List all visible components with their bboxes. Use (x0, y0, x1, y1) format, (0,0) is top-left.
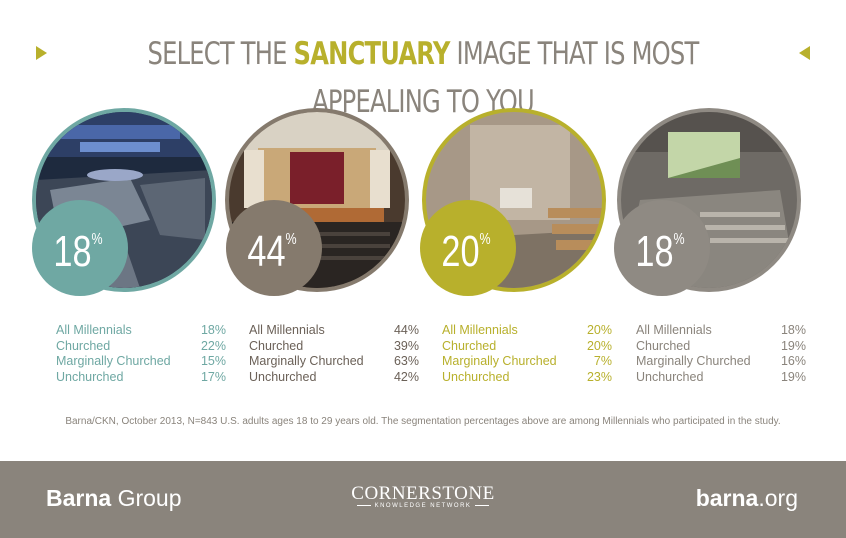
divider (356, 504, 371, 506)
stat-label: All Millennials (442, 323, 518, 337)
stats-column-3: All Millennials 20% Churched 20% Marginall… (442, 323, 612, 385)
divider (475, 504, 490, 506)
stat-value: 15% (200, 354, 226, 368)
stat-value: 20% (586, 338, 612, 353)
stats-column-2: All Millennials 44% Churched 39% Marginall… (249, 323, 419, 385)
stat-row: All Millennials 18% (636, 323, 806, 339)
barna-logo-bold: Barna (46, 485, 112, 511)
stat-label: All Millennials (56, 323, 132, 337)
stat-label: Marginally Churched (442, 354, 557, 368)
svg-text:44%: 44% (247, 227, 296, 276)
sanctuary-images: 18% 44% 20% 18% (32, 108, 801, 296)
stat-label: Unchurched (442, 369, 510, 384)
stat-value: 18% (780, 323, 806, 337)
title-highlight: SANCTUARY (293, 36, 451, 72)
stats-column-4: All Millennials 18% Churched 19% Marginall… (636, 323, 806, 385)
stat-label: All Millennials (249, 323, 325, 337)
barna-group-logo[interactable]: Barna Group (46, 485, 182, 512)
stat-row: Churched 19% (636, 339, 806, 355)
stat-label: Unchurched (249, 369, 317, 384)
cornerstone-name: CORNERSTONE (351, 483, 495, 504)
stat-row: Marginally Churched 16% (636, 354, 806, 370)
cornerstone-tagline: KNOWLEDGE NETWORK (0, 503, 846, 509)
headline-badge-1: 18% (32, 200, 128, 296)
barna-logo-rest: Group (111, 485, 182, 511)
stat-row: All Millennials 20% (442, 323, 612, 339)
cornerstone-sub: KNOWLEDGE NETWORK (374, 503, 472, 509)
headline-unit-4: % (674, 231, 685, 249)
stat-value: 18% (200, 323, 226, 337)
stat-row: All Millennials 18% (56, 323, 226, 339)
stat-value: 44% (393, 323, 419, 337)
stat-row: Marginally Churched 63% (249, 354, 419, 370)
stat-value: 20% (586, 323, 612, 337)
title-pre: SELECT THE (147, 36, 294, 72)
stat-value: 7% (593, 354, 612, 368)
title-arrow-right-icon (799, 46, 810, 60)
svg-text:18%: 18% (635, 227, 684, 276)
stat-label: Churched (249, 338, 304, 353)
stat-label: Churched (442, 338, 497, 353)
headline-badge-3: 20% (420, 200, 516, 296)
stat-value: 63% (393, 354, 419, 368)
source-note: Barna/CKN, October 2013, N=843 U.S. adul… (65, 416, 781, 427)
stat-row: All Millennials 44% (249, 323, 419, 339)
stat-label: Unchurched (56, 369, 124, 384)
svg-text:18%: 18% (53, 227, 102, 276)
stat-row: Unchurched 19% (636, 370, 806, 386)
stat-value: 22% (200, 338, 226, 353)
headline-badge-2: 44% (226, 200, 322, 296)
stat-row: Marginally Churched 15% (56, 354, 226, 370)
headline-unit-1: % (92, 231, 103, 249)
stat-value: 23% (586, 369, 612, 384)
headline-unit-3: % (480, 231, 491, 249)
stat-row: Unchurched 23% (442, 370, 612, 386)
stat-label: Churched (56, 338, 111, 353)
cornerstone-logo[interactable]: CORNERSTONE KNOWLEDGE NETWORK (0, 483, 846, 509)
stat-label: Churched (636, 338, 691, 353)
title-arrow-left-icon (36, 46, 47, 60)
stat-value: 19% (780, 338, 806, 353)
headline-unit-2: % (286, 231, 297, 249)
stat-row: Churched 39% (249, 339, 419, 355)
stat-value: 39% (393, 338, 419, 353)
stat-row: Marginally Churched 7% (442, 354, 612, 370)
stat-row: Churched 20% (442, 339, 612, 355)
stat-row: Churched 22% (56, 339, 226, 355)
stat-label: All Millennials (636, 323, 712, 337)
headline-value-3: 20 (441, 227, 479, 276)
site-bold: barna (695, 485, 759, 511)
stat-label: Marginally Churched (636, 354, 751, 368)
headline-badge-4: 18% (614, 200, 710, 296)
stat-value: 42% (393, 369, 419, 384)
svg-text:20%: 20% (441, 227, 490, 276)
stat-value: 16% (780, 354, 806, 368)
headline-value-1: 18 (53, 227, 91, 276)
stat-label: Marginally Churched (56, 354, 171, 368)
headline-value-2: 44 (247, 227, 285, 276)
headline-value-4: 18 (635, 227, 673, 276)
stat-row: Unchurched 42% (249, 370, 419, 386)
stat-value: 17% (200, 369, 226, 384)
stats-column-1: All Millennials 18% Churched 22% Marginall… (56, 323, 226, 385)
stat-row: Unchurched 17% (56, 370, 226, 386)
stat-label: Unchurched (636, 369, 704, 384)
site-rest: .org (758, 485, 798, 511)
stat-label: Marginally Churched (249, 354, 364, 368)
footer: Barna Group CORNERSTONE KNOWLEDGE NETWOR… (0, 461, 846, 538)
barna-site-link[interactable]: barna.org (696, 485, 798, 512)
stat-value: 19% (780, 369, 806, 384)
